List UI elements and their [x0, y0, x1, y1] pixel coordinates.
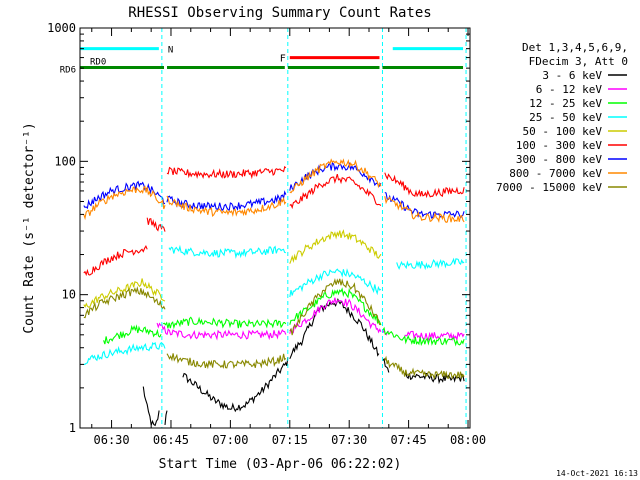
series-1-segment-1 [166, 328, 287, 341]
legend-entry-8: 7000 - 15000 keV [496, 181, 602, 194]
legend: Det 1,3,4,5,6,9,FDecim 3, Att 03 - 6 keV… [496, 41, 628, 194]
band-label-n: N [168, 46, 173, 56]
footer-timestamp: 14-Oct-2021 16:13 [556, 469, 638, 478]
series-3-segment-3 [396, 257, 465, 271]
y-axis: 1 10 100 1000 [47, 21, 470, 435]
series-1-segment-2 [289, 297, 382, 335]
chart-title: RHESSI Observing Summary Count Rates [128, 5, 431, 21]
series-6-segment-2 [289, 161, 382, 192]
series-5-segment-4 [384, 172, 465, 199]
plot-frame [79, 27, 471, 429]
series-0-segment-3 [289, 298, 380, 360]
x-tick-label: 07:00 [212, 433, 248, 447]
band-label-rd6: RD6 [60, 66, 76, 76]
series-2-segment-0 [103, 324, 162, 345]
series-0-segment-1 [164, 410, 168, 425]
series-2-segment-3 [382, 326, 465, 347]
legend-entry-4: 50 - 100 keV [523, 125, 603, 138]
series-0-segment-2 [182, 357, 289, 413]
legend-entry-2: 12 - 25 keV [529, 97, 602, 110]
plot-area: N F RD0 RD6 [60, 27, 471, 429]
series-6 [83, 161, 465, 219]
series-2 [103, 287, 465, 347]
series-6-segment-1 [166, 190, 287, 212]
plot-content [80, 28, 467, 428]
series-3-segment-0 [83, 341, 166, 366]
series-4-segment-1 [289, 229, 382, 264]
series-2-segment-2 [289, 287, 382, 326]
band-label-rd0: RD0 [90, 58, 106, 68]
series-8-segment-0 [83, 286, 166, 319]
series-3-segment-2 [289, 268, 382, 298]
x-tick-label: 08:00 [450, 433, 486, 447]
band-label-f: F [280, 54, 286, 65]
x-tick-label: 06:30 [94, 433, 130, 447]
x-axis: 06:30 06:45 07:00 07:15 07:30 07:45 08:00 [91, 28, 486, 447]
x-tick-label: 07:45 [391, 433, 427, 447]
series-4 [83, 229, 382, 308]
series-8-segment-1 [166, 353, 287, 370]
series-8-segment-3 [384, 355, 465, 380]
series-3-segment-1 [168, 244, 286, 259]
y-tick-label: 10 [62, 288, 76, 302]
y-tick-label: 1000 [47, 21, 76, 35]
series-5 [83, 165, 465, 277]
series-6-segment-3 [384, 191, 465, 219]
series-7-segment-3 [384, 196, 465, 223]
y-axis-label: Count Rate (s⁻¹ detector⁻¹) [22, 122, 37, 333]
x-tick-label: 07:15 [272, 433, 308, 447]
series-8-segment-2 [289, 278, 381, 336]
x-axis-label: Start Time (03-Apr-06 06:22:02) [159, 457, 402, 472]
series-7-segment-1 [166, 195, 287, 218]
series-1-segment-4 [404, 330, 465, 342]
legend-header-line: FDecim 3, Att 0 [529, 55, 628, 68]
legend-entry-5: 100 - 300 keV [516, 139, 602, 152]
series-5-segment-2 [166, 165, 287, 180]
series-7 [83, 158, 465, 223]
series-3 [83, 244, 465, 366]
series-4-segment-0 [83, 278, 166, 308]
legend-header-line: Det 1,3,4,5,6,9, [522, 41, 628, 54]
series-0-segment-4 [382, 357, 390, 373]
series-8 [83, 278, 465, 380]
series-5-segment-0 [83, 245, 148, 277]
legend-entry-3: 25 - 50 keV [529, 111, 602, 124]
y-tick-label: 1 [69, 421, 76, 435]
x-tick-label: 07:30 [331, 433, 367, 447]
series-6-segment-0 [83, 180, 166, 210]
legend-entry-1: 6 - 12 keV [536, 83, 603, 96]
series-5-segment-3 [289, 173, 382, 210]
legend-entry-7: 800 - 7000 keV [509, 167, 602, 180]
x-tick-label: 06:45 [153, 433, 189, 447]
legend-entry-0: 3 - 6 keV [542, 69, 602, 82]
y-tick-label: 100 [54, 154, 76, 168]
series-7-segment-2 [289, 158, 382, 194]
legend-entry-6: 300 - 800 keV [516, 153, 602, 166]
series-2-segment-1 [162, 316, 287, 330]
series-7-segment-0 [83, 185, 166, 221]
